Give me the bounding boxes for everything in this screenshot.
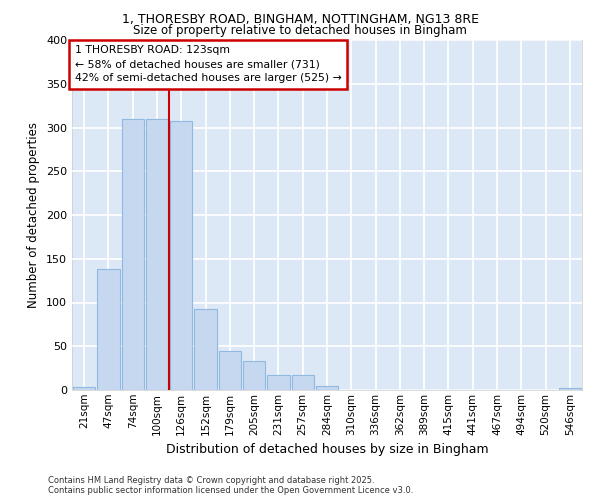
Bar: [170, 122, 193, 390]
Bar: [73, 386, 95, 390]
Bar: [218, 350, 241, 390]
Bar: [146, 119, 168, 390]
Bar: [122, 119, 144, 390]
Bar: [316, 386, 338, 390]
Y-axis label: Number of detached properties: Number of detached properties: [28, 122, 40, 308]
Bar: [194, 308, 217, 390]
Text: 1 THORESBY ROAD: 123sqm
← 58% of detached houses are smaller (731)
42% of semi-d: 1 THORESBY ROAD: 123sqm ← 58% of detache…: [74, 46, 341, 84]
Bar: [243, 361, 265, 390]
Text: Contains HM Land Registry data © Crown copyright and database right 2025.
Contai: Contains HM Land Registry data © Crown c…: [48, 476, 413, 495]
Text: 1, THORESBY ROAD, BINGHAM, NOTTINGHAM, NG13 8RE: 1, THORESBY ROAD, BINGHAM, NOTTINGHAM, N…: [121, 12, 479, 26]
Bar: [97, 269, 119, 390]
Bar: [559, 388, 581, 390]
Text: Size of property relative to detached houses in Bingham: Size of property relative to detached ho…: [133, 24, 467, 37]
X-axis label: Distribution of detached houses by size in Bingham: Distribution of detached houses by size …: [166, 443, 488, 456]
Bar: [267, 375, 290, 390]
Bar: [292, 375, 314, 390]
